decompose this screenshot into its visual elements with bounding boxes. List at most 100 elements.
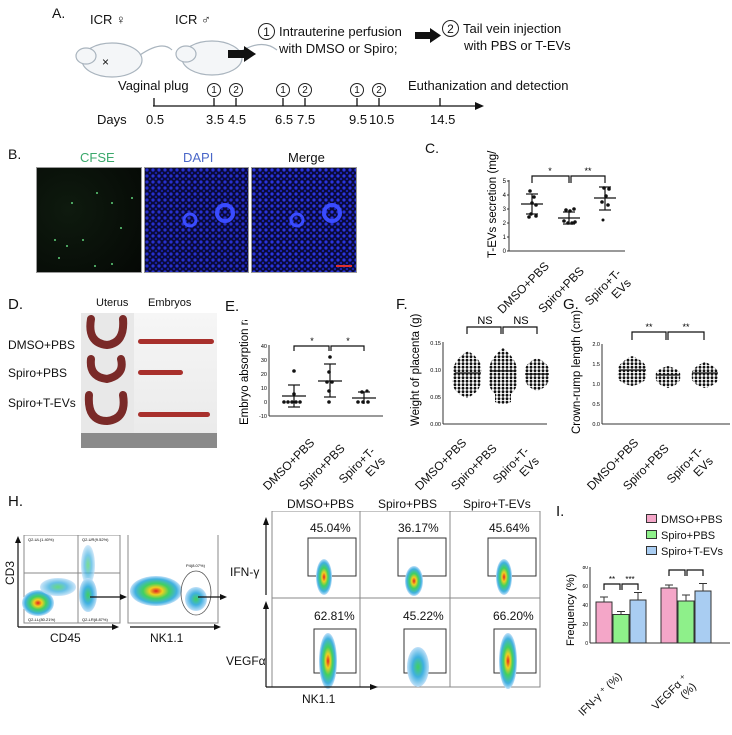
row-label: Spiro+PBS: [8, 366, 68, 380]
day-value: 6.5: [275, 112, 294, 127]
panel-i-label: I.: [556, 503, 565, 520]
row-title-vegf: VEGFα: [226, 654, 266, 668]
svg-text:***: ***: [672, 566, 681, 570]
x-axis-nk11: NK1.1: [150, 631, 184, 645]
chart-f: Weight of placenta (g) 0.000.050.100.15 …: [410, 314, 550, 428]
panel-c-label: C.: [425, 140, 439, 156]
chart-e: Embryo absorption rate (%) -10010203040 …: [239, 320, 383, 425]
col-title: Spiro+T-EVs: [463, 497, 531, 511]
svg-text:T-EVs secretion (mg/kg): T-EVs secretion (mg/kg): [487, 150, 499, 258]
legend-item: DMSO+PBS: [646, 512, 723, 528]
days-label: Days: [97, 112, 127, 127]
arrow-icon: [415, 28, 441, 43]
dapi-title: DAPI: [183, 150, 214, 165]
day-value: 10.5: [369, 112, 395, 127]
gate-value: 36.17%: [398, 521, 439, 535]
chart-c: T-EVs secretion (mg/kg) 0 1 2 3 4 5 * **: [487, 150, 625, 258]
row-title-ifn: IFN-γ: [230, 565, 260, 579]
svg-text:30: 30: [261, 358, 267, 364]
col-title: DMSO+PBS: [287, 497, 355, 511]
arrow-icon: [228, 46, 256, 62]
svg-text:0: 0: [503, 249, 507, 255]
panel-b-label: B.: [8, 146, 22, 162]
svg-text:Crown-rump length (cm): Crown-rump length (cm): [571, 310, 583, 434]
x-tick: VEGFα ⁺ (%): [649, 672, 699, 713]
chart-g: Crown-rump length (cm) 0.0 0.5 1.0 1.5 2.0 *…: [571, 310, 730, 434]
gate-value: 62.81%: [314, 609, 355, 623]
svg-text:-10: -10: [259, 414, 267, 420]
svg-text:0.0: 0.0: [592, 422, 600, 428]
specimen-photo: [81, 313, 217, 448]
svg-text:20: 20: [261, 372, 267, 378]
x-axis-nk11: NK1.1: [302, 692, 336, 706]
y-axis-cd3: CD3: [3, 560, 18, 586]
svg-text:5: 5: [503, 179, 507, 185]
row-label: DMSO+PBS: [8, 338, 76, 352]
svg-text:**: **: [692, 566, 698, 570]
svg-text:Q2-LR(8.87%): Q2-LR(8.87%): [82, 617, 108, 622]
gate-value: 45.64%: [489, 521, 530, 535]
female-label: ICR ♀: [90, 12, 126, 27]
panel-g-label: G.: [563, 296, 579, 313]
day-value: 0.5: [146, 112, 165, 127]
marker-2: 2: [229, 80, 243, 98]
svg-text:40: 40: [582, 603, 588, 609]
svg-text:1.0: 1.0: [592, 382, 600, 388]
col-title: Spiro+PBS: [378, 497, 438, 511]
flow-grid: [263, 511, 541, 690]
svg-text:*: *: [310, 336, 314, 346]
svg-text:0: 0: [264, 400, 267, 406]
step2-text: 2 Tail vein injection with PBS or T-EVs: [442, 20, 571, 54]
panel-f-label: F.: [396, 296, 408, 313]
marker-1: 1: [276, 80, 290, 98]
marker-2: 2: [298, 80, 312, 98]
panel-d-label: D.: [8, 296, 23, 313]
cross-symbol: ×: [102, 55, 110, 69]
legend: DMSO+PBS Spiro+PBS Spiro+T-EVs: [646, 512, 723, 560]
embryos-title: Embryos: [148, 297, 192, 309]
svg-text:Q2-UR(9.52%): Q2-UR(9.52%): [82, 537, 109, 542]
svg-text:0.00: 0.00: [430, 422, 441, 428]
svg-text:0.10: 0.10: [430, 368, 441, 374]
male-label: ICR ♂: [175, 12, 211, 27]
svg-text:P4(8.07%): P4(8.07%): [186, 563, 206, 568]
svg-text:40: 40: [261, 344, 267, 350]
uterus-title: Uterus: [96, 297, 129, 309]
svg-text:0: 0: [585, 641, 588, 647]
legend-item: Spiro+PBS: [646, 528, 723, 544]
svg-text:2.0: 2.0: [592, 342, 600, 348]
svg-text:Frequency (%): Frequency (%): [565, 574, 577, 646]
cfse-title: CFSE: [80, 150, 115, 165]
svg-text:NS: NS: [513, 315, 528, 327]
merge-title: Merge: [288, 150, 325, 165]
svg-text:Weight of placenta (g): Weight of placenta (g): [410, 314, 422, 426]
svg-text:**: **: [645, 322, 653, 332]
svg-text:60: 60: [582, 584, 588, 590]
svg-text:2: 2: [503, 221, 507, 227]
svg-text:4: 4: [503, 193, 507, 199]
svg-text:NS: NS: [477, 315, 492, 327]
svg-text:0.5: 0.5: [592, 402, 600, 408]
svg-text:Embryo absorption rate (%): Embryo absorption rate (%): [239, 320, 251, 425]
svg-text:*: *: [548, 166, 552, 176]
svg-text:**: **: [609, 575, 615, 584]
svg-text:Q2-UL(1.40%): Q2-UL(1.40%): [28, 537, 54, 542]
day-value: 9.5: [349, 112, 368, 127]
svg-text:0.05: 0.05: [430, 395, 441, 401]
panel-h-label: H.: [8, 493, 23, 510]
marker-1: 1: [350, 80, 364, 98]
gate-value: 45.22%: [403, 609, 444, 623]
svg-text:Q2-LL(80.21%): Q2-LL(80.21%): [28, 617, 56, 622]
gate-value: 45.04%: [310, 521, 351, 535]
gate-value: 66.20%: [493, 609, 534, 623]
svg-text:1.5: 1.5: [592, 362, 600, 368]
marker-1: 1: [207, 80, 221, 98]
svg-text:0.15: 0.15: [430, 341, 441, 347]
svg-text:1: 1: [503, 235, 507, 241]
euthanization-label: Euthanization and detection: [408, 78, 569, 93]
svg-text:80: 80: [582, 566, 588, 571]
step1-text: 1 Intrauterine perfusion with DMSO or Spi…: [258, 23, 402, 57]
day-value: 3.5: [206, 112, 225, 127]
svg-text:***: ***: [625, 575, 634, 584]
x-axis-cd45: CD45: [50, 631, 81, 645]
